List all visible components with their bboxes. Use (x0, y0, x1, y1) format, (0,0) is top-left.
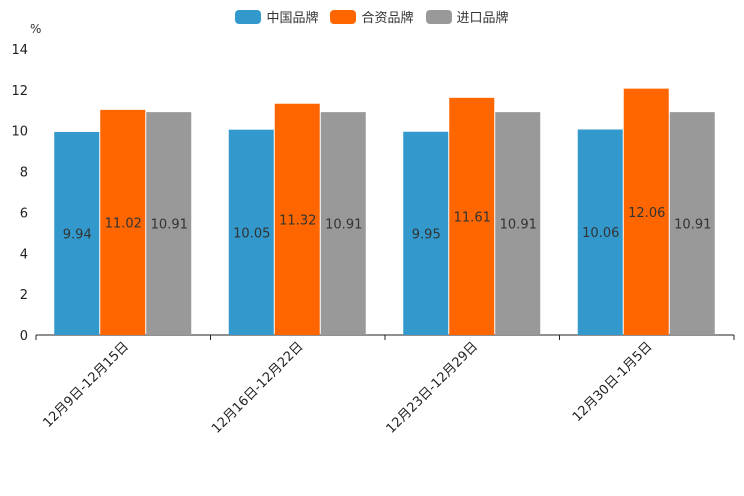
y-tick-label: 4 (20, 247, 28, 262)
y-tick-label: 2 (20, 288, 28, 303)
bar-series-0-cat-3 (577, 129, 623, 335)
data-label: 10.91 (674, 218, 711, 233)
bar-series-1-cat-3 (623, 88, 669, 335)
y-tick-label: 14 (11, 43, 28, 58)
data-label: 10.91 (500, 218, 537, 233)
bar-series-0-cat-0 (54, 131, 100, 335)
bar-series-2-cat-1 (320, 112, 366, 335)
y-tick-label: 0 (20, 329, 28, 344)
legend: 中国品牌 合资品牌 进口品牌 (0, 7, 744, 26)
legend-swatch-china-brand (235, 9, 262, 24)
legend-swatch-joint-venture-brand (330, 9, 357, 24)
legend-item-joint-venture-brand[interactable]: 合资品牌 (330, 7, 414, 26)
bar-series-1-cat-0 (100, 109, 146, 336)
data-label: 11.02 (105, 216, 142, 231)
y-tick-label: 6 (20, 206, 28, 221)
y-tick-label: 10 (11, 125, 28, 140)
data-label: 12.06 (628, 206, 665, 221)
bar-series-2-cat-3 (669, 112, 715, 335)
legend-label-import-brand: 进口品牌 (456, 11, 509, 26)
data-label: 10.91 (151, 218, 188, 233)
x-tick-label: 12月9日-12月15日 (40, 339, 132, 431)
x-tick-label: 12月30日-1月5日 (570, 339, 656, 425)
bar-series-1-cat-1 (274, 103, 320, 336)
y-tick-label: 12 (11, 84, 28, 99)
x-tick-label: 12月23日-12月29日 (384, 339, 481, 436)
data-label: 10.06 (582, 226, 619, 241)
legend-item-china-brand[interactable]: 中国品牌 (235, 7, 318, 26)
legend-label-china-brand: 中国品牌 (266, 11, 319, 26)
x-tick-label: 12月16日-12月22日 (209, 339, 306, 436)
data-label: 9.94 (63, 227, 92, 242)
data-label: 10.91 (325, 218, 362, 233)
legend-item-import-brand[interactable]: 进口品牌 (425, 7, 509, 26)
bar-series-0-cat-1 (228, 129, 274, 335)
legend-swatch-import-brand (425, 9, 452, 24)
bar-series-2-cat-0 (146, 112, 192, 335)
y-axis-unit: % (30, 22, 42, 36)
bar-series-1-cat-2 (449, 97, 495, 336)
y-tick-label: 8 (20, 166, 28, 181)
bar-series-2-cat-2 (495, 112, 541, 335)
data-label: 11.32 (279, 213, 316, 228)
data-label: 10.05 (233, 226, 270, 241)
data-label: 9.95 (412, 227, 441, 242)
data-label: 11.61 (454, 210, 491, 225)
legend-label-joint-venture-brand: 合资品牌 (361, 11, 414, 26)
bar-series-0-cat-2 (403, 131, 449, 335)
